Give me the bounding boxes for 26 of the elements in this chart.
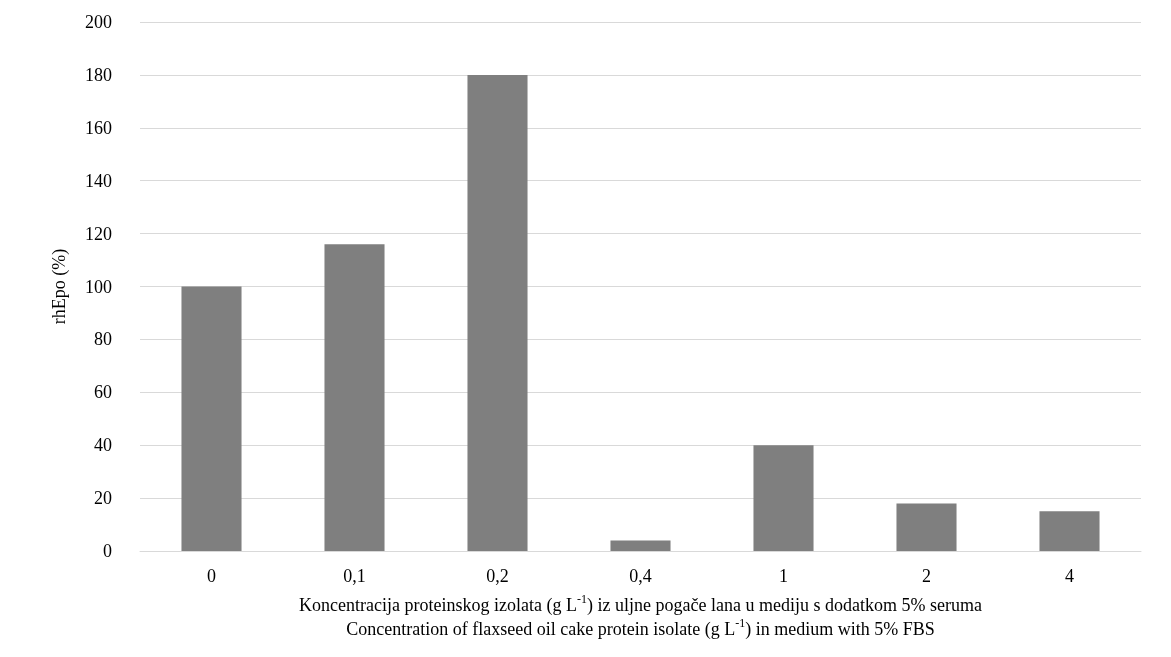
y-tick-label: 20 xyxy=(94,488,112,509)
x-tick-label: 0,4 xyxy=(629,566,652,586)
y-tick-label: 0 xyxy=(103,541,112,561)
bar xyxy=(467,74,528,551)
y-tick-label: 120 xyxy=(85,223,112,244)
y-tick-label: 140 xyxy=(85,170,112,191)
x-tick-label: 0,2 xyxy=(486,566,509,586)
x-tick-label: 1 xyxy=(779,566,788,586)
bar xyxy=(181,286,242,551)
y-tick-label: 160 xyxy=(85,117,112,138)
x-tick-label: 4 xyxy=(1065,566,1074,586)
y-tick-label: 60 xyxy=(94,382,112,403)
y-tick-label: 80 xyxy=(94,329,112,350)
y-tick-label: 180 xyxy=(85,64,112,85)
x-tick-label: 2 xyxy=(922,566,931,586)
bar xyxy=(753,445,814,551)
bar xyxy=(324,244,385,551)
x-tick-label: 0,1 xyxy=(343,566,366,586)
y-axis-title: rhEpo (%) xyxy=(49,248,70,325)
x-tick-label: 0 xyxy=(207,566,216,586)
y-tick-label: 40 xyxy=(94,435,112,456)
bar xyxy=(1039,511,1100,551)
bar xyxy=(610,540,671,551)
y-tick-label: 200 xyxy=(85,12,112,32)
y-tick-label: 100 xyxy=(85,276,112,297)
bar xyxy=(896,503,957,551)
